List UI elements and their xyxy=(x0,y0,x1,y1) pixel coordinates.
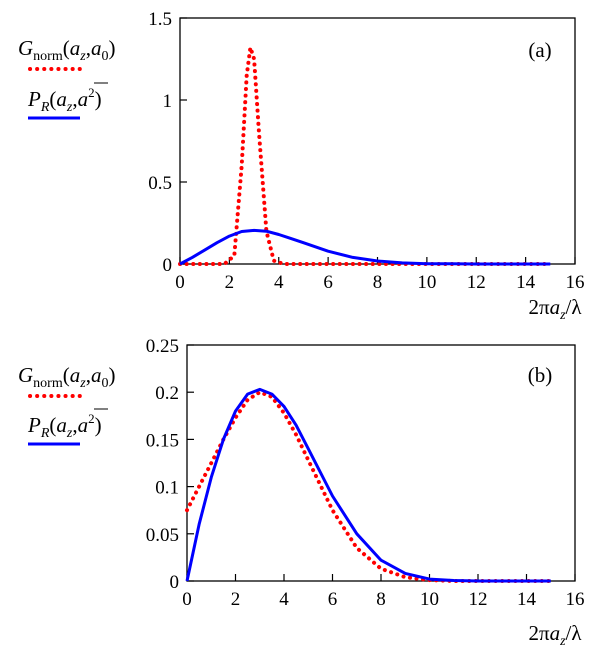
x-tick-label: 2 xyxy=(231,589,241,610)
x-axis-label: 2πaz/λ xyxy=(528,295,582,323)
y-tick-label: 0.25 xyxy=(146,336,179,357)
x-tick-label: 4 xyxy=(279,589,289,610)
y-tick-label: 0 xyxy=(163,255,173,276)
x-tick-label: 6 xyxy=(328,589,338,610)
y-tick-label: 1.5 xyxy=(148,9,172,30)
panel-b: 0 0.05 0.1 0.15 0.2 0.25 0 2 4 6 8 10 12 14 16 (b) 2π… xyxy=(18,336,585,649)
y-tick-label: 0.5 xyxy=(148,173,172,194)
y-tick-label: 1 xyxy=(163,91,173,112)
x-tick-label: 14 xyxy=(516,272,536,293)
x-tick-label: 0 xyxy=(175,272,185,293)
x-tick-label: 16 xyxy=(566,272,585,293)
x-tick-label: 8 xyxy=(376,589,386,610)
y-tick-label: 0.1 xyxy=(155,478,179,499)
series-gnorm-line xyxy=(178,45,553,266)
y-tick-label: 0.05 xyxy=(146,525,179,546)
x-tick-label: 4 xyxy=(274,272,284,293)
y-axis: 0 0.05 0.1 0.15 0.2 0.25 xyxy=(146,336,194,593)
legend-label-pr: PR(az,a2) xyxy=(27,411,102,441)
legend-label-gnorm: Gnorm(az,a0) xyxy=(18,36,115,64)
x-tick-label: 10 xyxy=(417,272,436,293)
x-axis: 0 2 4 6 8 10 12 14 16 xyxy=(175,257,585,293)
x-tick-label: 12 xyxy=(467,272,486,293)
y-tick-label: 0.2 xyxy=(155,383,179,404)
y-axis: 0 0.5 1 1.5 xyxy=(148,9,187,276)
panel-a: 0 0.5 1 1.5 0 2 4 6 8 10 12 14 16 (a) 2πaz/λ Gnorm(… xyxy=(18,9,585,323)
legend-label-pr: PR(az,a2) xyxy=(27,85,102,115)
x-tick-label: 10 xyxy=(420,589,439,610)
x-tick-label: 2 xyxy=(225,272,235,293)
panel-label: (b) xyxy=(528,363,553,387)
x-tick-label: 12 xyxy=(469,589,488,610)
x-tick-label: 16 xyxy=(566,589,585,610)
x-axis: 0 2 4 6 8 10 12 14 16 xyxy=(182,574,585,610)
x-tick-label: 8 xyxy=(373,272,383,293)
x-tick-label: 0 xyxy=(182,589,192,610)
legend-label-gnorm: Gnorm(az,a0) xyxy=(18,363,115,391)
series-pr-line xyxy=(179,228,551,266)
x-axis-label: 2πaz/λ xyxy=(528,621,582,649)
series-gnorm-line xyxy=(185,390,553,583)
legend: Gnorm(az,a0) PR(az,a2) xyxy=(18,36,115,120)
x-tick-label: 14 xyxy=(517,589,537,610)
legend: Gnorm(az,a0) PR(az,a2) xyxy=(18,363,115,446)
panel-label: (a) xyxy=(528,38,551,62)
y-tick-label: 0.15 xyxy=(146,430,179,451)
series-group xyxy=(185,387,553,583)
x-tick-label: 6 xyxy=(323,272,333,293)
y-tick-label: 0 xyxy=(170,572,180,593)
series-group xyxy=(178,45,553,266)
series-pr-line xyxy=(185,387,551,583)
plot-frame xyxy=(186,344,576,582)
plot-frame xyxy=(179,17,576,265)
